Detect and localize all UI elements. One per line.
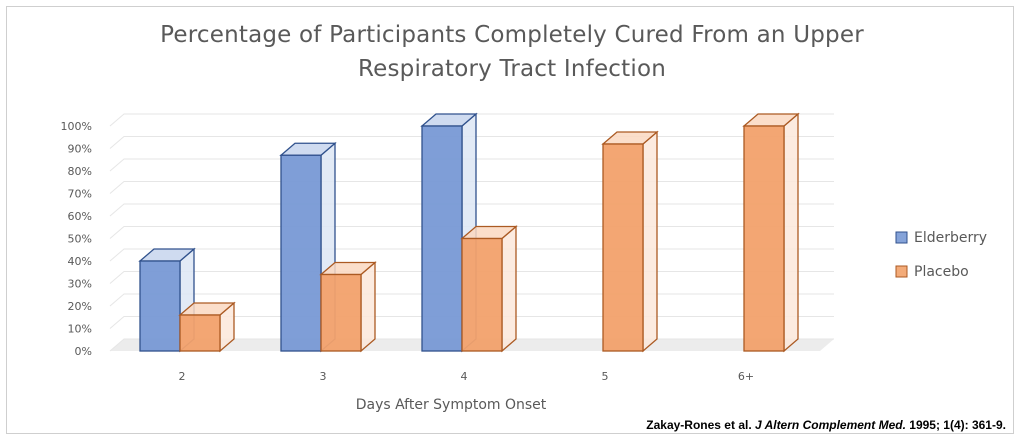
gridline — [109, 248, 834, 262]
bar-front-face — [421, 125, 463, 352]
bar-placebo-5 — [601, 130, 659, 353]
y-tick-label: 80% — [68, 165, 92, 178]
citation-authors: Zakay-Rones et al. — [646, 418, 752, 432]
chart-frame — [6, 6, 1014, 434]
y-tick-label: 100% — [61, 120, 92, 133]
bar-placebo-4 — [460, 225, 518, 353]
gridline — [109, 226, 834, 239]
legend-label: Elderberry — [914, 230, 987, 246]
y-tick-label: 10% — [68, 323, 92, 336]
chart-title-line-2: Respiratory Tract Infection — [358, 56, 666, 82]
x-tick-label: 4 — [461, 370, 468, 383]
x-tick-label: 5 — [602, 370, 609, 383]
gridline — [109, 136, 834, 149]
y-tick-label: 60% — [68, 210, 92, 223]
y-tick-label: 70% — [68, 188, 92, 201]
gridline — [109, 316, 834, 329]
legend-label: Placebo — [914, 264, 969, 280]
x-tick-label: 3 — [320, 370, 327, 383]
x-axis-label: Days After Symptom Onset — [356, 397, 547, 413]
legend-swatch — [895, 231, 908, 244]
bar-front-face — [280, 154, 322, 352]
legend-item-elderberry: Elderberry — [895, 230, 987, 246]
gridline — [109, 338, 834, 352]
bar-placebo-6+ — [742, 112, 800, 353]
gridline — [109, 203, 834, 217]
bar-placebo-3 — [319, 261, 377, 353]
chart-title: Percentage of Participants Completely Cu… — [0, 18, 1024, 86]
x-tick-label: 2 — [179, 370, 186, 383]
bar-placebo-2 — [178, 301, 236, 353]
citation-journal: J Altern Complement Med. — [755, 418, 906, 432]
gridline — [109, 293, 834, 307]
legend-item-placebo: Placebo — [895, 264, 969, 280]
y-tick-label: 50% — [68, 233, 92, 246]
y-tick-label: 40% — [68, 255, 92, 268]
bar-side-face — [783, 112, 799, 353]
gridline — [109, 158, 834, 172]
bar-front-face — [743, 125, 785, 352]
bar-front-face — [179, 314, 221, 352]
gridline — [109, 271, 834, 284]
bar-front-face — [461, 237, 503, 352]
bar-side-face — [501, 225, 517, 353]
bar-front-face — [320, 273, 362, 352]
chart-title-line-1: Percentage of Participants Completely Cu… — [160, 22, 864, 48]
bar-side-face — [642, 130, 658, 353]
y-tick-label: 90% — [68, 143, 92, 156]
bar-side-face — [360, 261, 376, 353]
citation-details: 1995; 1(4): 361-9. — [909, 418, 1006, 432]
y-tick-label: 30% — [68, 278, 92, 291]
legend-swatch — [895, 265, 908, 278]
y-tick-label: 0% — [75, 345, 92, 358]
x-tick-label: 6+ — [738, 370, 754, 383]
gridline — [109, 181, 834, 194]
y-tick-label: 20% — [68, 300, 92, 313]
citation: Zakay-Rones et al. J Altern Complement M… — [646, 418, 1006, 432]
bar-front-face — [602, 143, 644, 352]
gridline — [109, 113, 834, 127]
bar-front-face — [139, 260, 181, 352]
